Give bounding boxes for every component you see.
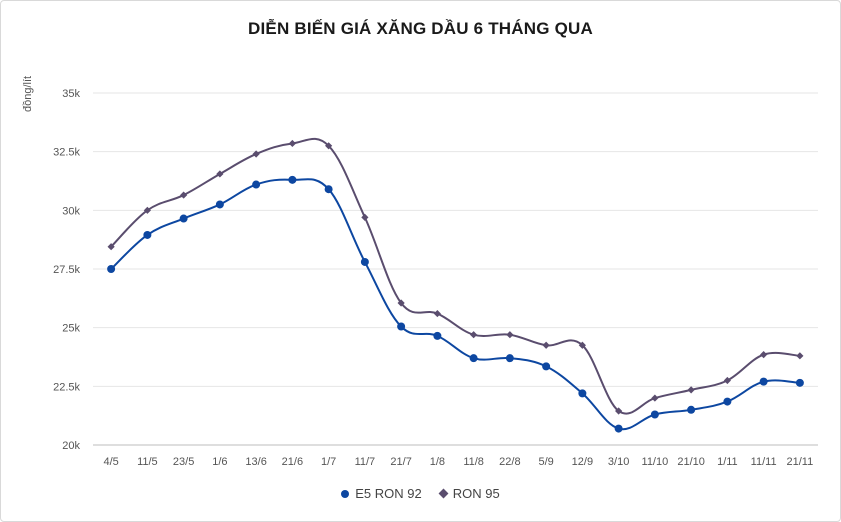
y-tick-label: 22.5k [53, 381, 80, 393]
data-point-ron-95 [216, 170, 224, 178]
series-line-ron-95 [110, 137, 800, 415]
x-tick-label: 4/5 [103, 456, 118, 468]
data-point-ron-95 [397, 299, 405, 307]
data-point-e5-ron-92 [578, 389, 587, 398]
data-point-e5-ron-92 [433, 331, 442, 340]
series-line-e5-ron-92 [110, 178, 800, 431]
y-tick-label: 25k [62, 323, 80, 335]
legend-marker-e5-ron-92 [341, 489, 350, 498]
data-point-e5-ron-92 [143, 230, 152, 239]
y-tick-label: 20k [62, 440, 80, 452]
chart-title: DIỄN BIẾN GIÁ XĂNG DẦU 6 THÁNG QUA [248, 19, 593, 38]
data-point-ron-95 [796, 352, 804, 360]
x-tick-label: 11/10 [642, 456, 669, 468]
data-point-ron-95 [180, 191, 188, 199]
data-point-e5-ron-92 [759, 377, 768, 386]
data-point-ron-95 [687, 386, 695, 394]
x-tick-label: 1/8 [430, 456, 445, 468]
data-point-e5-ron-92 [288, 175, 297, 184]
data-point-ron-95 [470, 331, 478, 339]
data-point-e5-ron-92 [650, 410, 659, 419]
x-tick-label: 5/9 [538, 456, 553, 468]
data-point-ron-95 [143, 206, 151, 214]
data-point-ron-95 [651, 394, 659, 402]
x-tick-label: 1/11 [717, 456, 738, 468]
legend-label-e5-ron-92: E5 RON 92 [355, 486, 422, 501]
data-point-ron-95 [578, 341, 586, 349]
legend-label-ron-95: RON 95 [452, 486, 500, 501]
legend-item-ron-95[interactable]: RON 95 [438, 486, 500, 501]
data-point-e5-ron-92 [179, 214, 188, 223]
data-point-ron-95 [288, 139, 296, 148]
data-point-ron-95 [542, 341, 550, 349]
data-point-ron-95 [760, 351, 768, 359]
x-tick-label: 13/6 [245, 456, 266, 468]
legend-item-e5-ron-92[interactable]: E5 RON 92 [341, 486, 422, 501]
data-point-ron-95 [252, 150, 260, 158]
chart-legend: E5 RON 92 RON 95 [0, 486, 841, 501]
x-tick-label: 11/11 [751, 456, 777, 468]
data-point-e5-ron-92 [542, 362, 551, 371]
x-tick-label: 22/8 [499, 456, 520, 468]
y-tick-label: 32.5k [53, 147, 80, 159]
x-tick-label: 21/6 [282, 456, 303, 468]
x-tick-label: 23/5 [173, 456, 194, 468]
data-point-e5-ron-92 [324, 185, 333, 194]
data-point-e5-ron-92 [687, 405, 696, 414]
x-tick-label: 21/10 [677, 456, 705, 468]
data-point-e5-ron-92 [469, 354, 478, 363]
data-point-ron-95 [325, 142, 333, 150]
x-tick-label: 3/10 [608, 456, 629, 468]
y-tick-label: 35k [62, 88, 80, 100]
data-point-e5-ron-92 [215, 200, 224, 209]
x-tick-label: 1/6 [212, 456, 227, 468]
data-point-e5-ron-92 [252, 180, 261, 189]
data-point-ron-95 [506, 331, 514, 339]
x-tick-label: 11/8 [463, 456, 484, 468]
y-tick-label: 30k [62, 205, 80, 217]
data-point-e5-ron-92 [360, 257, 369, 266]
x-tick-label: 12/9 [572, 456, 593, 468]
x-tick-label: 11/7 [355, 456, 376, 468]
data-point-ron-95 [615, 407, 623, 415]
x-tick-label: 1/7 [321, 456, 336, 468]
data-point-e5-ron-92 [107, 265, 116, 273]
x-tick-label: 11/5 [137, 456, 158, 468]
data-point-ron-95 [723, 376, 731, 385]
data-point-e5-ron-92 [723, 397, 732, 406]
data-point-ron-95 [433, 309, 441, 318]
data-point-ron-95 [107, 243, 115, 251]
data-point-e5-ron-92 [614, 424, 623, 433]
data-point-e5-ron-92 [397, 322, 406, 331]
data-point-e5-ron-92 [505, 354, 514, 363]
y-tick-label: 27.5k [53, 264, 80, 276]
legend-marker-ron-95 [438, 488, 449, 499]
data-point-e5-ron-92 [795, 378, 804, 387]
x-tick-label: 21/7 [390, 456, 411, 468]
data-point-ron-95 [361, 213, 369, 221]
x-tick-label: 21/11 [787, 456, 814, 468]
